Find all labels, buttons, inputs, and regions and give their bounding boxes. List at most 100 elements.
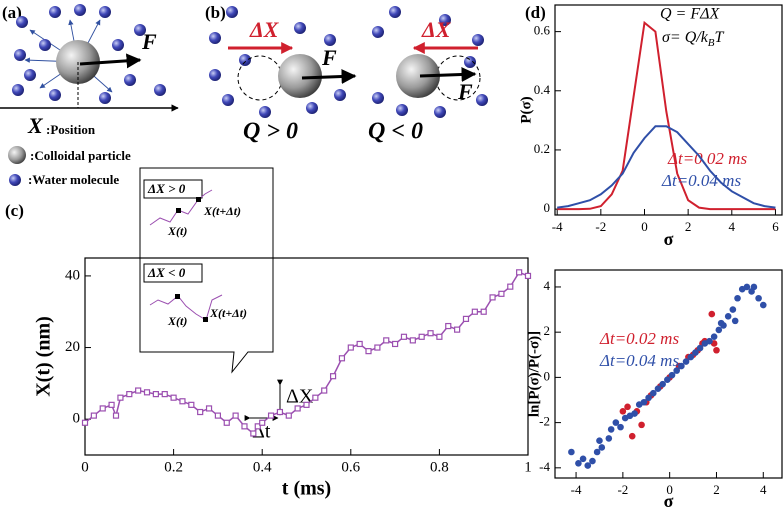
position-label: :Position bbox=[46, 122, 96, 137]
x-tick-label: 2 bbox=[685, 219, 692, 234]
plot-frame bbox=[554, 269, 783, 479]
inset-label: X(t+Δt) bbox=[209, 306, 247, 320]
inset-label: ΔX < 0 bbox=[147, 265, 186, 280]
inset-box bbox=[143, 179, 203, 199]
data-point bbox=[241, 423, 248, 430]
data-point bbox=[724, 313, 732, 320]
data-point bbox=[205, 405, 213, 412]
y-tick-label: 0 bbox=[73, 411, 81, 427]
x-axis-label: t (ms) bbox=[282, 478, 331, 500]
data-point bbox=[126, 391, 133, 398]
data-point bbox=[223, 419, 230, 426]
inset-point bbox=[203, 317, 208, 322]
legend-label: Δt=0.02 ms bbox=[667, 149, 747, 168]
data-point bbox=[179, 398, 186, 405]
inset-point bbox=[176, 208, 181, 213]
data-point bbox=[734, 294, 741, 302]
data-point bbox=[755, 294, 762, 302]
y-tick-label: 4 bbox=[544, 278, 551, 293]
inset-box bbox=[143, 263, 203, 283]
data-point bbox=[329, 373, 337, 380]
data-point bbox=[356, 340, 363, 348]
data-point bbox=[254, 423, 261, 430]
inset-callout bbox=[139, 167, 274, 374]
force-label: F bbox=[457, 79, 473, 104]
data-point bbox=[596, 437, 603, 444]
data-point bbox=[624, 403, 631, 411]
formula: Q = FΔX bbox=[660, 6, 721, 23]
data-point bbox=[383, 337, 390, 344]
formula: σ= Q/kBT bbox=[662, 29, 725, 49]
legend-label: Δt=0.02 ms bbox=[599, 329, 679, 348]
data-point bbox=[759, 301, 767, 309]
data-point bbox=[143, 389, 151, 396]
data-point bbox=[678, 362, 685, 370]
data-point bbox=[135, 387, 142, 394]
previous-position bbox=[237, 55, 283, 101]
data-point bbox=[427, 330, 434, 337]
data-point bbox=[750, 283, 758, 291]
legend-text: :Colloidal particle bbox=[30, 148, 131, 163]
formula-part: T bbox=[715, 29, 725, 46]
previous-position bbox=[435, 55, 481, 101]
x-tick-label: 6 bbox=[772, 219, 779, 234]
x-tick-label: 0.4 bbox=[253, 459, 272, 475]
data-point bbox=[117, 394, 124, 401]
data-point bbox=[568, 448, 575, 456]
data-point bbox=[188, 401, 195, 408]
data-point bbox=[197, 408, 204, 416]
data-point bbox=[713, 346, 720, 354]
data-point bbox=[259, 419, 266, 426]
x-tick-label: 1 bbox=[524, 459, 532, 475]
inset-point bbox=[175, 294, 180, 299]
y-tick-label: 0 bbox=[544, 368, 551, 383]
data-point bbox=[489, 294, 496, 301]
y-axis-label: ln[P(σ)/P(-σ)] bbox=[526, 331, 542, 417]
data-point bbox=[631, 410, 638, 417]
data-point bbox=[605, 435, 613, 442]
inset-label: ΔX > 0 bbox=[147, 181, 186, 196]
data-point bbox=[575, 460, 582, 467]
data-point bbox=[516, 269, 523, 276]
x-axis-label: σ bbox=[664, 229, 674, 249]
data-point bbox=[112, 412, 120, 419]
legend-molecule bbox=[9, 174, 21, 186]
data-point bbox=[589, 457, 596, 465]
series-line bbox=[557, 125, 776, 209]
force-arrow bbox=[79, 53, 142, 69]
displacement-label: ΔX bbox=[421, 17, 452, 42]
data-point bbox=[285, 412, 292, 419]
inset-label: X(t) bbox=[167, 314, 187, 328]
molecules bbox=[12, 4, 166, 104]
colloid bbox=[396, 54, 440, 98]
data-point bbox=[668, 371, 676, 379]
schematic: (a) F X :Position :Colloidal particle :W… bbox=[0, 3, 725, 443]
data-point bbox=[612, 419, 620, 426]
y-tick-label: 2 bbox=[544, 323, 551, 338]
y-tick-label: 20 bbox=[65, 339, 80, 355]
x-tick-label: 0 bbox=[641, 219, 648, 234]
x-tick-label: -2 bbox=[617, 482, 628, 497]
molecules bbox=[209, 6, 488, 118]
x-tick-label: 4 bbox=[729, 219, 736, 234]
x-tick-label: 0.8 bbox=[430, 459, 449, 475]
x-tick-label: 2 bbox=[713, 482, 720, 497]
data-point bbox=[321, 387, 328, 394]
data-point bbox=[170, 394, 177, 401]
data-point bbox=[617, 423, 624, 431]
data-point bbox=[276, 408, 284, 416]
data-point bbox=[436, 333, 443, 340]
data-point bbox=[214, 412, 221, 419]
panel-label: (d) bbox=[525, 3, 546, 22]
data-point bbox=[729, 306, 737, 313]
data-point bbox=[507, 283, 514, 290]
data-point bbox=[418, 333, 425, 340]
x-tick-label: -4 bbox=[552, 219, 563, 234]
data-point bbox=[365, 348, 372, 355]
x-tick-label: 0.2 bbox=[164, 459, 183, 475]
y-tick-label: 0 bbox=[544, 200, 551, 215]
data-point bbox=[392, 340, 399, 348]
inset-label: X(t+Δt) bbox=[203, 204, 241, 218]
data-point bbox=[654, 385, 662, 392]
